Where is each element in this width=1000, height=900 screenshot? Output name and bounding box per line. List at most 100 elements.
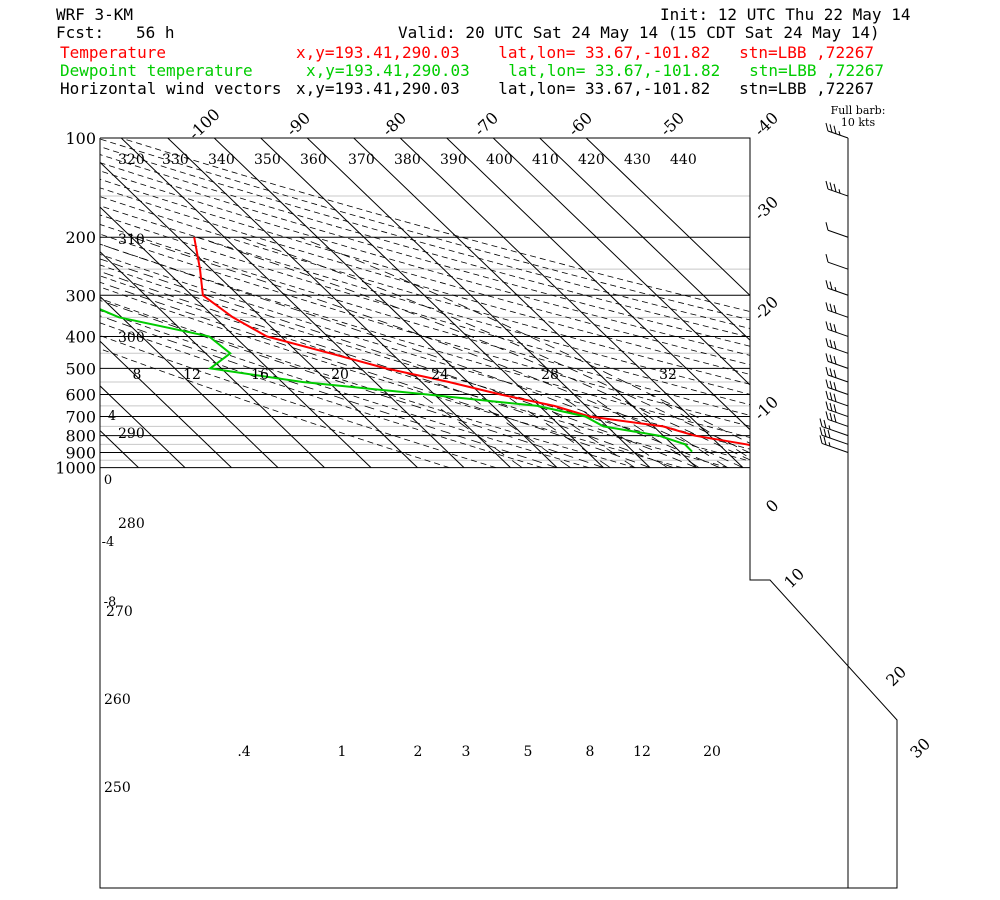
theta-label: 350 (254, 152, 281, 168)
theta-label: 280 (118, 516, 145, 532)
wind-barb (825, 280, 849, 296)
barb-shaft (827, 328, 849, 337)
barb-shaft (827, 309, 849, 318)
barb-flag (833, 404, 837, 413)
barb-flag (829, 339, 833, 348)
pressure-tick-label: 300 (65, 286, 96, 305)
theta-label: 320 (118, 152, 145, 168)
theta-e-label: 24 (431, 367, 449, 383)
moist-adiabat (100, 236, 697, 468)
mixing-ratio-label: 1 (338, 744, 347, 760)
isotherm-line (306, 138, 651, 468)
mixing-ratio-label: 2 (414, 744, 423, 760)
barb-shaft (827, 287, 849, 296)
isotherm-label: 20 (882, 662, 910, 690)
pressure-tick-label: 600 (65, 385, 96, 404)
barb-shaft (821, 434, 849, 445)
mixing-ratio-label: 12 (633, 744, 651, 760)
dry-adiabat (100, 138, 822, 468)
isotherm-line (167, 138, 511, 468)
barb-flag (833, 324, 837, 333)
barb-shaft (827, 387, 849, 395)
barb-flag (833, 183, 837, 192)
barb-flag (829, 322, 833, 331)
theta-label: 340 (208, 152, 235, 168)
barb-flag (833, 356, 837, 365)
wetbulb-label: -4 (102, 535, 115, 550)
mixing-ratio-line (466, 394, 571, 468)
dry-adiabat (100, 138, 897, 468)
theta-label: 300 (118, 330, 145, 346)
isotherm-line (100, 138, 325, 468)
dry-adiabat (100, 138, 450, 468)
isotherm-line (213, 138, 558, 468)
theta-label: 260 (104, 692, 131, 708)
temperature-profile (193, 237, 781, 453)
wind-barb (825, 321, 849, 337)
dry-adiabat (100, 138, 897, 468)
barb-shaft (827, 409, 849, 418)
isotherm-label: -90 (282, 108, 314, 140)
barb-flag (825, 366, 829, 376)
moist-adiabat (299, 236, 799, 468)
wind-barb (825, 390, 849, 407)
barb-flag (829, 380, 833, 389)
isotherm-line (353, 138, 697, 468)
theta-label: 430 (624, 152, 651, 168)
barb-half-flag (834, 286, 837, 292)
isotherm-label: -80 (378, 108, 410, 140)
pressure-tick-label: 100 (65, 129, 96, 148)
wind-barb (825, 366, 849, 383)
barb-flag (829, 124, 833, 133)
pressure-tick-label: 1000 (55, 459, 96, 478)
wind-barb (819, 418, 849, 437)
barb-flag (833, 369, 837, 378)
barb-flag (823, 436, 827, 445)
model-title: WRF 3-KM (56, 5, 134, 24)
barb-flag (829, 392, 833, 401)
wind-barb (825, 254, 849, 270)
barb-shaft (827, 229, 849, 238)
isotherm-line (492, 138, 837, 468)
dry-adiabat (100, 138, 897, 468)
barb-flag (825, 254, 829, 263)
barb-flag (825, 180, 829, 190)
moist-adiabat (100, 236, 558, 468)
barb-flag (825, 401, 829, 410)
dry-adiabat (100, 138, 636, 468)
pressure-tick-label: 200 (65, 228, 96, 247)
theta-label: 360 (300, 152, 327, 168)
isotherm-label: 10 (780, 564, 808, 592)
barb-flag (825, 302, 829, 311)
barb-flag (829, 354, 833, 363)
theta-e-label: 8 (133, 367, 142, 383)
isotherm-label: -30 (750, 192, 782, 224)
mixing-ratio-label: 5 (524, 744, 533, 760)
barb-shaft (827, 418, 849, 427)
dry-adiabat (100, 138, 683, 468)
moist-adiabat (100, 236, 720, 468)
wind-barb (825, 338, 849, 354)
barb-flag (829, 303, 833, 312)
isotherm-label: -40 (750, 108, 782, 140)
dry-adiabat (100, 138, 543, 468)
isotherm-label: -60 (564, 108, 596, 140)
pressure-tick-label: 500 (65, 359, 96, 378)
moist-adiabat (100, 236, 604, 468)
forecast-label: Fcst: (56, 23, 105, 42)
wind-barb-layer (819, 122, 849, 453)
barb-flag (825, 411, 829, 420)
barb-flag (833, 393, 837, 402)
wind-barb (819, 435, 849, 453)
valid-time: Valid: 20 UTC Sat 24 May 14 (15 CDT Sat … (398, 23, 880, 42)
wind-barb (825, 222, 849, 238)
isotherm-line (446, 138, 790, 468)
barb-flag (829, 281, 833, 290)
wind-barb (825, 180, 849, 197)
temperature-info: x,y=193.41,290.03 lat,lon= 33.67,-101.82… (296, 43, 874, 62)
wetbulb-label: -8 (104, 595, 117, 610)
wetbulb-label: 4 (108, 409, 116, 424)
dry-adiabat (100, 138, 897, 468)
